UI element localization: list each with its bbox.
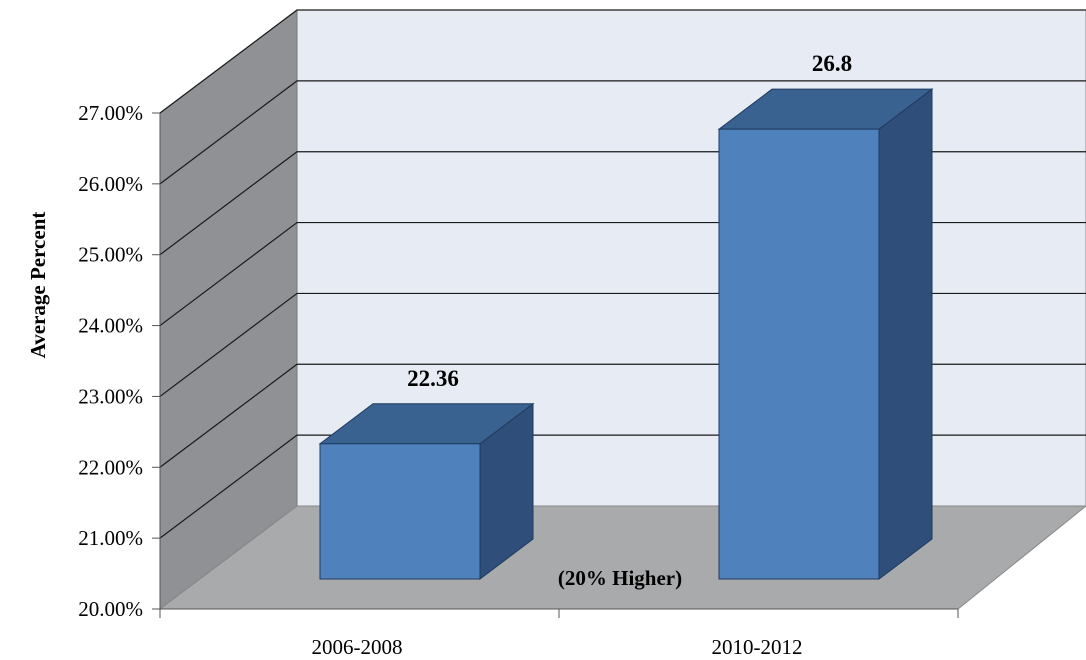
floor [158,505,1086,610]
y-axis-title: Average Percent [26,212,50,359]
y-tick-label: 23.00% [78,384,143,408]
bar-front [319,443,481,580]
data-label: 22.36 [407,366,459,391]
y-tick-label: 22.00% [78,455,143,479]
x-category-label: 2010-2012 [712,635,803,659]
y-tick-label: 21.00% [78,526,143,550]
bar-side [878,88,933,581]
y-tick-label: 26.00% [78,172,143,196]
y-tick-label: 24.00% [78,314,143,338]
gridline [159,80,1086,185]
labels: 22.36 2006-2008 26.8 2010-2012 [312,51,853,659]
bar-2006-2008 [318,402,535,581]
y-tick-label: 27.00% [78,101,143,125]
y-axis: 20.00% 21.00% 22.00% 23.00% 24.00% 25.00% 26.0… [78,101,959,621]
bar-2010-2012 [717,88,934,581]
y-tick-label: 20.00% [78,597,143,621]
bars [318,88,934,581]
x-category-label: 2006-2008 [312,635,403,659]
bar-front [718,128,880,580]
data-label: 26.8 [812,51,852,76]
y-tick-label: 25.00% [78,243,143,267]
gridline [159,9,1086,114]
annotation-label: (20% Higher) [558,566,682,590]
